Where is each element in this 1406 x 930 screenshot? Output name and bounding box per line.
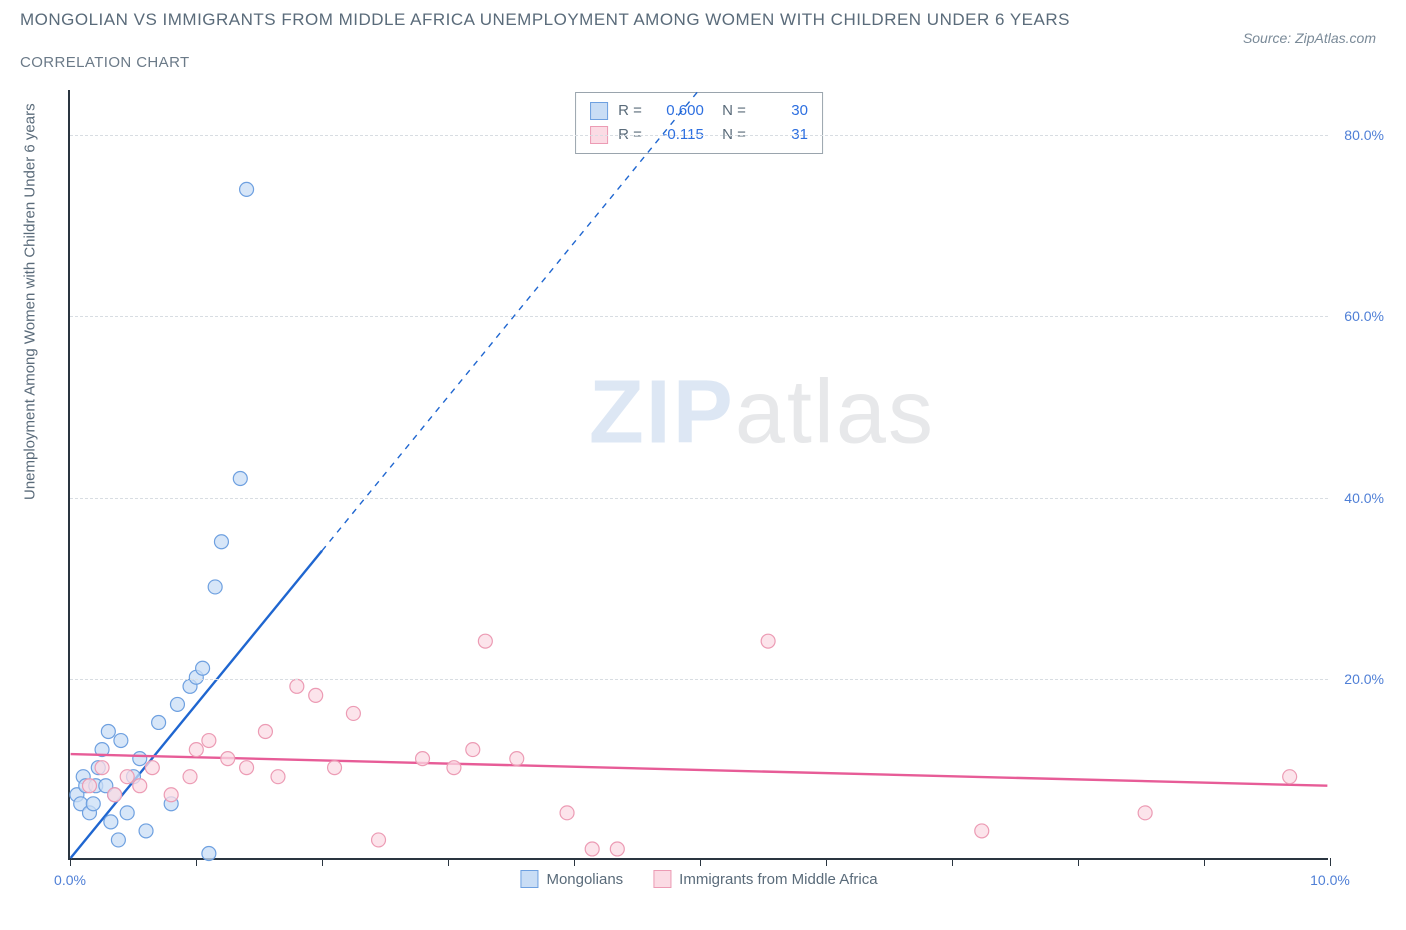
data-point: [346, 706, 360, 720]
x-tick: [448, 858, 449, 866]
data-point: [120, 770, 134, 784]
data-point: [975, 824, 989, 838]
data-point: [133, 779, 147, 793]
data-point: [258, 725, 272, 739]
x-tick: [1204, 858, 1205, 866]
data-point: [466, 743, 480, 757]
chart-subtitle: CORRELATION CHART: [0, 50, 1406, 81]
x-tick: [70, 858, 71, 866]
gridline-h: [70, 135, 1328, 136]
data-point: [83, 779, 97, 793]
data-point: [240, 182, 254, 196]
data-point: [145, 761, 159, 775]
legend-item: Mongolians: [520, 870, 623, 888]
data-point: [120, 806, 134, 820]
data-point: [152, 715, 166, 729]
trend-line: [71, 754, 1328, 786]
data-point: [133, 752, 147, 766]
y-tick-label: 40.0%: [1344, 490, 1384, 506]
data-point: [309, 688, 323, 702]
source-label: Source: ZipAtlas.com: [1243, 30, 1376, 46]
data-point: [114, 734, 128, 748]
x-tick: [826, 858, 827, 866]
data-point: [290, 679, 304, 693]
data-point: [95, 761, 109, 775]
legend-swatch: [520, 870, 538, 888]
x-tick-label: 10.0%: [1310, 872, 1350, 888]
x-tick-label: 0.0%: [54, 872, 86, 888]
data-point: [189, 743, 203, 757]
data-point: [111, 833, 125, 847]
x-tick: [700, 858, 701, 866]
data-point: [164, 788, 178, 802]
data-point: [196, 661, 210, 675]
data-point: [1283, 770, 1297, 784]
scatter-plot-svg: [70, 90, 1328, 858]
data-point: [183, 770, 197, 784]
data-point: [271, 770, 285, 784]
x-tick: [574, 858, 575, 866]
gridline-h: [70, 679, 1328, 680]
x-tick: [196, 858, 197, 866]
data-point: [416, 752, 430, 766]
data-point: [86, 797, 100, 811]
y-axis-label: Unemployment Among Women with Children U…: [22, 480, 39, 500]
data-point: [610, 842, 624, 856]
plot-area: ZIPatlas R =0.600 N =30R =-0.115 N =31 M…: [68, 90, 1328, 860]
data-point: [447, 761, 461, 775]
trend-line: [71, 551, 322, 858]
data-point: [585, 842, 599, 856]
data-point: [202, 847, 216, 861]
data-point: [221, 752, 235, 766]
data-point: [104, 815, 118, 829]
legend-swatch: [653, 870, 671, 888]
data-point: [240, 761, 254, 775]
gridline-h: [70, 316, 1328, 317]
chart-legend: Mongolians Immigrants from Middle Africa: [520, 870, 877, 888]
data-point: [170, 697, 184, 711]
y-tick-label: 60.0%: [1344, 308, 1384, 324]
trend-line-extrapolated: [322, 90, 699, 551]
y-tick-label: 20.0%: [1344, 671, 1384, 687]
chart-title: MONGOLIAN VS IMMIGRANTS FROM MIDDLE AFRI…: [20, 10, 1070, 30]
data-point: [560, 806, 574, 820]
legend-label: Immigrants from Middle Africa: [679, 871, 877, 888]
data-point: [510, 752, 524, 766]
x-tick: [1078, 858, 1079, 866]
data-point: [108, 788, 122, 802]
data-point: [478, 634, 492, 648]
data-point: [139, 824, 153, 838]
chart-container: Unemployment Among Women with Children U…: [20, 90, 1386, 890]
data-point: [372, 833, 386, 847]
data-point: [202, 734, 216, 748]
data-point: [328, 761, 342, 775]
data-point: [101, 725, 115, 739]
legend-item: Immigrants from Middle Africa: [653, 870, 877, 888]
gridline-h: [70, 498, 1328, 499]
legend-label: Mongolians: [546, 871, 623, 888]
data-point: [761, 634, 775, 648]
data-point: [233, 472, 247, 486]
y-tick-label: 80.0%: [1344, 127, 1384, 143]
x-tick: [322, 858, 323, 866]
data-point: [214, 535, 228, 549]
x-tick: [1330, 858, 1331, 866]
data-point: [208, 580, 222, 594]
x-tick: [952, 858, 953, 866]
data-point: [1138, 806, 1152, 820]
